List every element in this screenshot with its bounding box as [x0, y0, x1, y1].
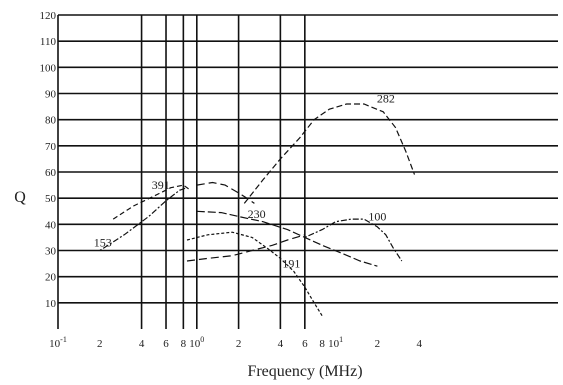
curves — [99, 103, 416, 317]
curve-line — [112, 184, 191, 220]
y-tick-label: 80 — [45, 115, 57, 127]
x-tick-label: 6 — [302, 338, 308, 350]
x-tick-label: 100 — [189, 335, 204, 350]
curve-line — [243, 103, 416, 204]
y-tick-label: 70 — [45, 141, 57, 153]
x-axis-title: Frequency (MHz) — [247, 363, 362, 380]
curve-line — [196, 210, 378, 267]
curve-label: 282 — [377, 92, 395, 106]
x-tick-label: 8 — [319, 338, 325, 350]
curve-label: 391 — [152, 178, 170, 192]
x-tick-label: 4 — [278, 338, 284, 350]
y-tick-label: 120 — [40, 10, 57, 22]
x-tick-label: 2 — [375, 338, 381, 350]
x-tick-label: 2 — [236, 338, 242, 350]
curve-line — [186, 234, 305, 262]
curve-line — [304, 218, 403, 262]
y-tick-labels: 120 110 100 90 80 70 60 50 40 30 20 10 — [40, 10, 57, 310]
x-tick-label: 4 — [416, 338, 422, 350]
y-tick-label: 10 — [45, 298, 57, 310]
x-tick-label: 6 — [163, 338, 169, 350]
x-tick-label: 2 — [97, 338, 103, 350]
grid-lines — [57, 14, 558, 329]
x-tick-label: 4 — [139, 338, 145, 350]
x-tick-label: 8 — [181, 338, 187, 350]
y-tick-label: 20 — [45, 272, 57, 284]
curve-labels: 391 153 282 230 100 191 — [94, 92, 395, 271]
y-tick-label: 60 — [45, 167, 57, 179]
y-tick-label: 30 — [45, 246, 57, 258]
curve-label: 230 — [248, 207, 266, 221]
y-tick-label: 110 — [40, 36, 57, 48]
y-axis-title: Q — [14, 189, 26, 206]
x-tick-label: 101 — [328, 335, 343, 350]
x-tick-label: 10-1 — [49, 335, 67, 350]
curve-label: 153 — [94, 236, 112, 250]
curve-line — [196, 181, 255, 204]
y-tick-label: 90 — [45, 89, 57, 101]
y-tick-label: 40 — [45, 219, 57, 231]
curve-label: 100 — [368, 209, 386, 223]
curve-line — [99, 187, 188, 252]
y-tick-label: 100 — [40, 62, 57, 74]
curve-label: 191 — [282, 257, 300, 271]
x-tick-labels: 10-1 2 4 6 8 100 2 4 6 8 101 2 4 — [49, 335, 422, 350]
y-tick-label: 50 — [45, 193, 57, 205]
